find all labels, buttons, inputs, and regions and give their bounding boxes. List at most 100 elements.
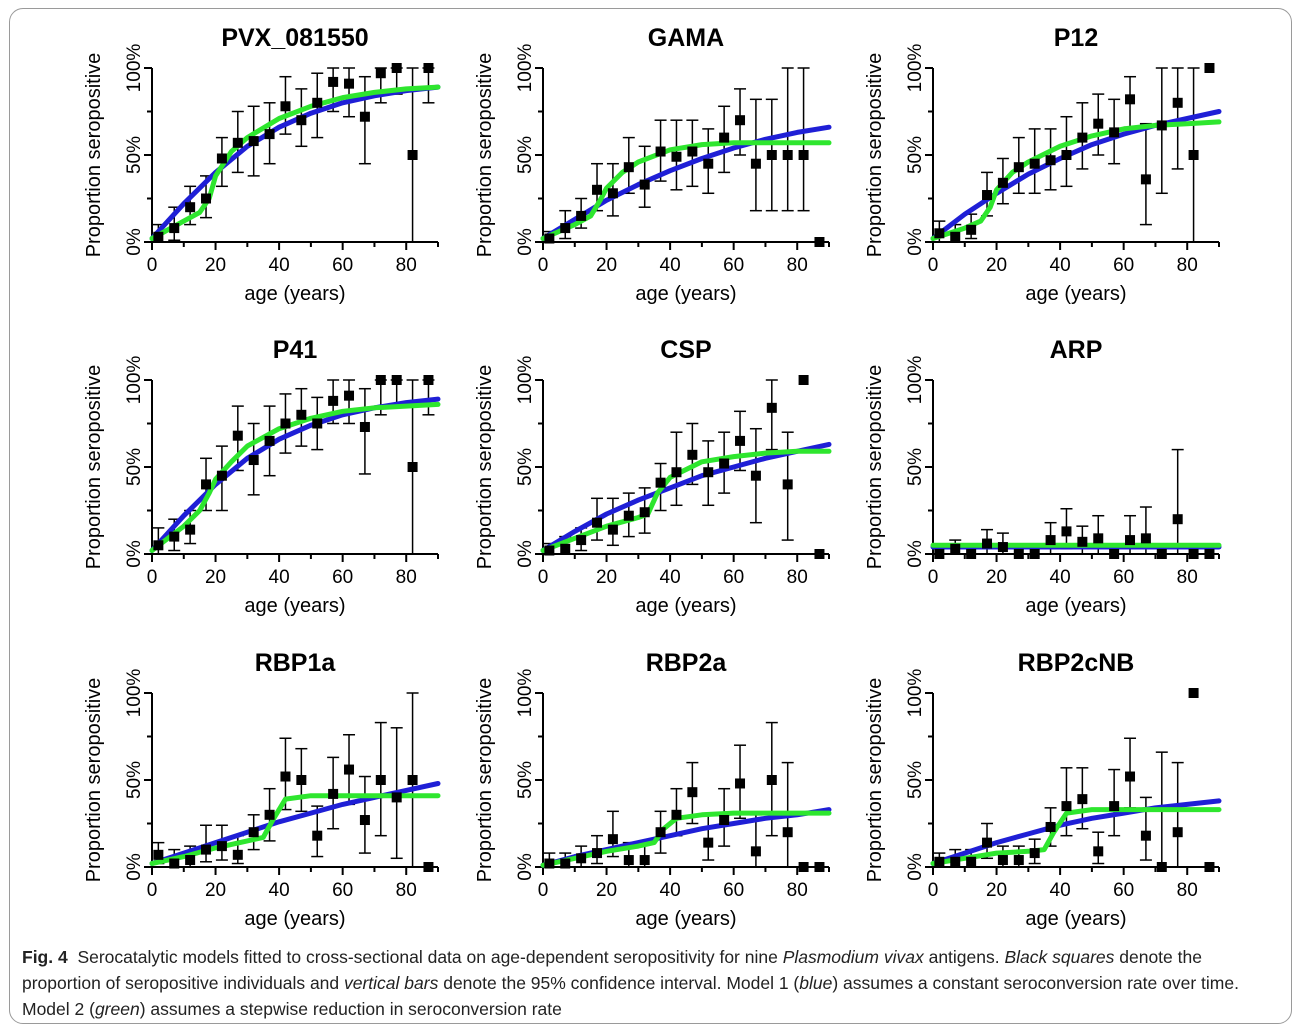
data-point bbox=[639, 507, 650, 518]
data-point bbox=[1172, 514, 1183, 525]
data-point bbox=[623, 162, 634, 173]
data-point bbox=[592, 517, 603, 528]
data-point bbox=[1013, 549, 1024, 559]
x-tick-label: 60 bbox=[332, 880, 353, 901]
data-point bbox=[296, 775, 307, 785]
y-tick-label: 50% bbox=[905, 761, 926, 799]
data-point bbox=[1093, 846, 1104, 857]
x-tick-label: 40 bbox=[269, 567, 290, 588]
data-point bbox=[344, 764, 355, 775]
data-point bbox=[576, 210, 587, 221]
data-point bbox=[766, 775, 777, 785]
data-point bbox=[592, 184, 603, 195]
y-axis-label: Proportion seropositive bbox=[864, 365, 886, 570]
x-axis-label: age (years) bbox=[635, 908, 736, 930]
x-tick-label: 80 bbox=[787, 880, 808, 901]
model2-curve bbox=[149, 401, 441, 553]
data-point bbox=[950, 856, 961, 867]
data-point bbox=[607, 834, 618, 845]
data-point bbox=[766, 402, 777, 413]
data-point bbox=[328, 788, 339, 799]
data-point bbox=[1093, 118, 1104, 129]
data-point bbox=[296, 115, 307, 126]
data-point bbox=[201, 479, 212, 490]
caption-text: Serocatalytic models fitted to cross-sec… bbox=[22, 947, 1239, 1019]
x-tick-label: 40 bbox=[660, 880, 681, 901]
chart-panel: P12 0 20 40 60 80 0% 50% 100% age (years) Proporti… bbox=[864, 24, 1222, 305]
data-point bbox=[423, 862, 434, 872]
data-point bbox=[966, 224, 977, 235]
data-point bbox=[966, 856, 977, 867]
x-tick-label: 80 bbox=[787, 255, 808, 276]
data-point bbox=[655, 827, 666, 838]
data-point bbox=[1125, 771, 1136, 782]
data-point bbox=[719, 458, 730, 469]
data-point bbox=[1125, 535, 1136, 546]
x-tick-label: 80 bbox=[787, 567, 808, 588]
x-tick-label: 40 bbox=[1050, 255, 1071, 276]
data-point bbox=[1156, 549, 1167, 559]
y-tick-label: 0% bbox=[124, 228, 145, 256]
data-point bbox=[201, 193, 212, 204]
data-point bbox=[216, 470, 227, 481]
y-tick-label: 0% bbox=[124, 540, 145, 568]
data-point bbox=[814, 862, 825, 872]
x-tick-label: 0 bbox=[538, 880, 549, 901]
data-point bbox=[328, 395, 339, 406]
data-point bbox=[1188, 549, 1199, 559]
y-tick-label: 0% bbox=[515, 540, 536, 568]
chart-panel: GAMA 0 20 40 60 80 0% 50% 100% age (years) Proport… bbox=[474, 24, 832, 305]
y-tick-label: 0% bbox=[905, 228, 926, 256]
x-tick-label: 0 bbox=[538, 567, 549, 588]
caption-part: Black squares bbox=[1004, 947, 1115, 967]
x-tick-label: 80 bbox=[1177, 567, 1198, 588]
data-point bbox=[169, 223, 180, 234]
data-point bbox=[544, 858, 555, 869]
data-point bbox=[782, 150, 793, 160]
data-point bbox=[1029, 549, 1040, 559]
data-point bbox=[671, 151, 682, 162]
chart-panel: ARP 0 20 40 60 80 0% 50% 100% age (years) Proporti… bbox=[864, 336, 1222, 617]
data-point bbox=[671, 467, 682, 478]
data-point bbox=[576, 535, 587, 546]
x-tick-label: 40 bbox=[660, 255, 681, 276]
y-tick-label: 100% bbox=[515, 669, 536, 718]
x-axis-label: age (years) bbox=[244, 595, 345, 617]
data-point bbox=[312, 97, 323, 108]
y-tick-label: 100% bbox=[905, 356, 926, 405]
data-point bbox=[560, 223, 571, 234]
figure-frame bbox=[9, 8, 1292, 1024]
data-point bbox=[934, 549, 945, 559]
y-tick-label: 50% bbox=[515, 136, 536, 174]
chart-title: GAMA bbox=[648, 24, 724, 52]
data-point bbox=[997, 542, 1008, 553]
model2-curve bbox=[149, 84, 441, 241]
y-axis-label: Proportion seropositive bbox=[474, 365, 496, 570]
data-point bbox=[703, 467, 714, 478]
x-axis-label: age (years) bbox=[1025, 908, 1126, 930]
data-point bbox=[950, 543, 961, 554]
data-point bbox=[185, 524, 196, 535]
chart-panel: RBP1a 0 20 40 60 80 0% 50% 100% age (years) Propor… bbox=[83, 649, 441, 930]
data-point bbox=[185, 855, 196, 866]
x-tick-label: 40 bbox=[1050, 880, 1071, 901]
model2-curve bbox=[930, 807, 1222, 866]
x-tick-label: 60 bbox=[332, 567, 353, 588]
data-point bbox=[934, 228, 945, 239]
data-point bbox=[232, 849, 243, 860]
data-point bbox=[607, 188, 618, 199]
caption-part: denote the proportion of seropositive in… bbox=[22, 947, 1202, 993]
data-point bbox=[1093, 533, 1104, 544]
figure-caption: Fig. 4 Serocatalytic models fitted to cr… bbox=[22, 944, 1272, 1022]
data-point bbox=[359, 421, 370, 432]
x-tick-label: 20 bbox=[596, 255, 617, 276]
data-point bbox=[280, 101, 291, 112]
data-point bbox=[391, 375, 402, 385]
chart-panel: RBP2cNB 0 20 40 60 80 0% 50% 100% age (years) Prop… bbox=[864, 649, 1222, 930]
model1-curve bbox=[149, 84, 441, 241]
x-tick-label: 0 bbox=[538, 255, 549, 276]
chart-title: RBP1a bbox=[255, 649, 337, 677]
data-point bbox=[950, 231, 961, 242]
caption-part: Plasmodium vivax bbox=[782, 947, 924, 967]
data-point bbox=[185, 202, 196, 213]
